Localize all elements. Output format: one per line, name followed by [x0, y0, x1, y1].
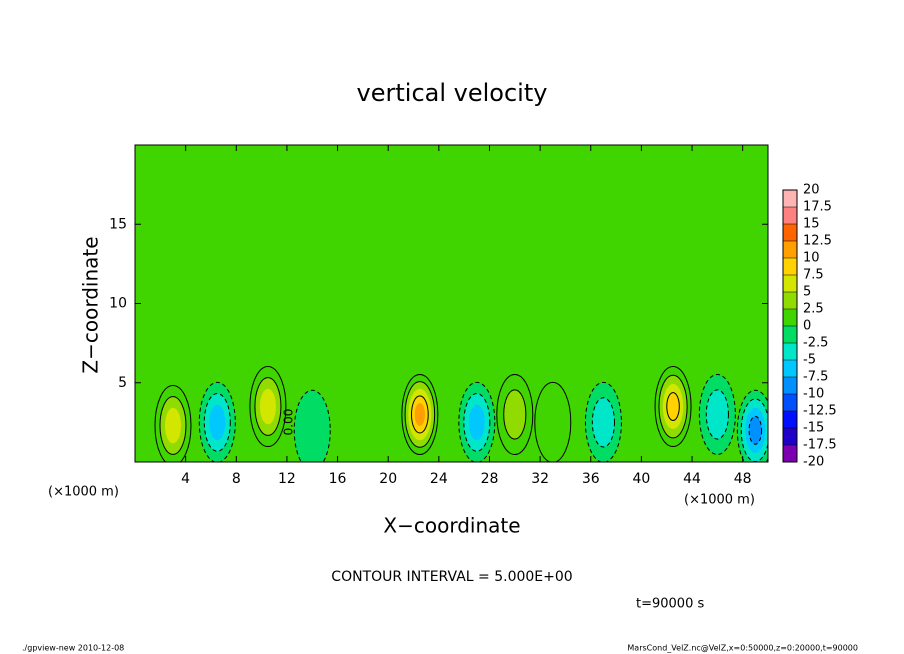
x-tick-label: 40 — [632, 471, 650, 487]
field-extremum — [748, 415, 763, 445]
colorbar-band — [783, 275, 797, 292]
colorbar-label: -12.5 — [803, 404, 837, 419]
colorbar-label: 15 — [803, 217, 820, 232]
field-extremum — [705, 389, 729, 440]
x-tick-label: 12 — [278, 471, 296, 487]
colorbar-label: 10 — [803, 251, 820, 266]
y-tick-label: 15 — [109, 216, 127, 232]
x-tick-label: 28 — [481, 471, 499, 487]
field-extremum — [591, 397, 615, 448]
colorbar-band — [783, 445, 797, 462]
x-unit-right: (×1000 m) — [684, 493, 755, 508]
colorbar-label: 2.5 — [803, 302, 824, 317]
time-label: t=90000 s — [636, 597, 704, 612]
footer-left: ./gpview-new 2010-12-08 — [22, 644, 124, 653]
footer-right: MarsCond_VelZ.nc@VelZ,x=0:50000,z=0:2000… — [627, 644, 858, 653]
colorbar-label: 17.5 — [803, 200, 832, 215]
colorbar-band — [783, 241, 797, 258]
field-extremum — [293, 389, 331, 462]
x-tick-label: 44 — [683, 471, 701, 487]
colorbar-band — [783, 360, 797, 377]
contour-label: 0.00 — [282, 409, 296, 436]
x-tick-label: 20 — [379, 471, 397, 487]
colorbar-band — [783, 377, 797, 394]
field-extremum — [534, 381, 572, 462]
chart-title: vertical velocity — [357, 79, 548, 107]
field-extremum — [209, 404, 226, 441]
colorbar-band — [783, 326, 797, 343]
colorbar-label: 12.5 — [803, 234, 832, 249]
colorbar-label: -10 — [803, 387, 824, 402]
x-tick-label: 24 — [430, 471, 448, 487]
y-axis-label: Z−coordinate — [79, 236, 103, 373]
colorbar-label: -15 — [803, 421, 824, 436]
x-tick-label: 36 — [582, 471, 600, 487]
colorbar-band — [783, 309, 797, 326]
x-tick-label: 48 — [734, 471, 752, 487]
colorbar-band — [783, 343, 797, 360]
y-tick-label: 10 — [109, 296, 127, 312]
colorbar-label: -5 — [803, 353, 816, 368]
colorbar-band — [783, 292, 797, 309]
colorbar-band — [783, 411, 797, 428]
colorbar-label: -7.5 — [803, 370, 828, 385]
field-extremum — [666, 392, 680, 421]
x-tick-label: 4 — [181, 471, 190, 487]
colorbar-label: -17.5 — [803, 438, 837, 453]
colorbar-band — [783, 428, 797, 445]
field — [154, 366, 768, 462]
colorbar-band — [783, 258, 797, 275]
colorbar-band — [783, 224, 797, 241]
colorbar-label: -20 — [803, 455, 824, 470]
colorbar-label: -2.5 — [803, 336, 828, 351]
field-extremum — [414, 403, 425, 426]
colorbar-label: 5 — [803, 285, 811, 300]
colorbar-label: 20 — [803, 183, 820, 198]
colorbar-band — [783, 207, 797, 224]
x-tick-label: 32 — [531, 471, 549, 487]
x-tick-label: 8 — [232, 471, 241, 487]
field-extremum — [468, 404, 485, 441]
x-tick-label: 16 — [329, 471, 347, 487]
field-extremum — [164, 407, 181, 444]
colorbar-label: 0 — [803, 319, 811, 334]
contour-interval: CONTOUR INTERVAL = 5.000E+00 — [331, 569, 572, 585]
x-unit: (×1000 m) — [48, 485, 119, 500]
colorbar-band — [783, 190, 797, 207]
y-tick-label: 5 — [118, 375, 127, 391]
x-axis-label: X−coordinate — [383, 514, 520, 538]
colorbar-label: 7.5 — [803, 268, 824, 283]
field-extremum — [259, 388, 276, 425]
field-extremum — [503, 389, 527, 440]
colorbar-band — [783, 394, 797, 411]
